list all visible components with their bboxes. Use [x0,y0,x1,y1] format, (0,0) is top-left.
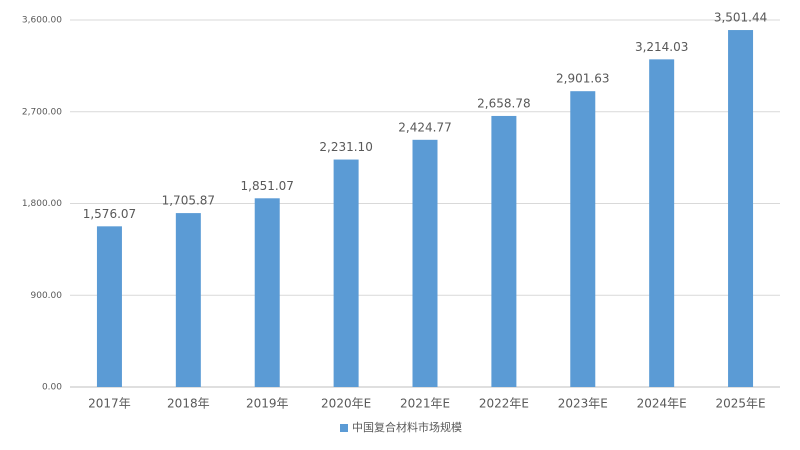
data-label: 1,851.07 [241,179,294,193]
bar [491,115,517,387]
x-tick-label: 2019年 [246,397,289,411]
x-tick-label: 2024年E [637,397,687,411]
data-label: 1,576.07 [83,207,136,221]
x-tick-label: 2023年E [558,397,608,411]
x-tick-label: 2025年E [715,397,765,411]
legend-swatch [340,424,348,432]
y-tick-label: 900.00 [31,291,63,301]
data-label: 2,424.77 [398,120,451,134]
bar [175,213,201,387]
x-tick-label: 2018年 [167,397,210,411]
bar [254,198,280,387]
bar [649,59,675,387]
x-tick-label: 2021年E [400,397,450,411]
bar [96,226,122,387]
bar [570,91,596,387]
data-label: 2,901.63 [556,72,609,86]
x-tick-label: 2017年 [88,397,131,411]
bar [728,30,754,388]
data-label: 3,214.03 [635,40,688,54]
legend-label: 中国复合材料市场规模 [352,420,462,434]
data-label: 3,501.44 [714,11,767,25]
bar [333,159,359,387]
data-label: 1,705.87 [162,194,215,208]
x-tick-label: 2022年E [479,397,529,411]
y-tick-label: 2,700.00 [22,107,62,117]
x-tick-label: 2020年E [321,397,371,411]
y-tick-label: 0.00 [42,383,62,393]
bar [412,139,438,387]
data-label: 2,658.78 [477,96,530,110]
data-label: 2,231.10 [319,140,372,154]
y-tick-label: 3,600.00 [22,16,62,26]
y-tick-label: 1,800.00 [22,199,62,209]
